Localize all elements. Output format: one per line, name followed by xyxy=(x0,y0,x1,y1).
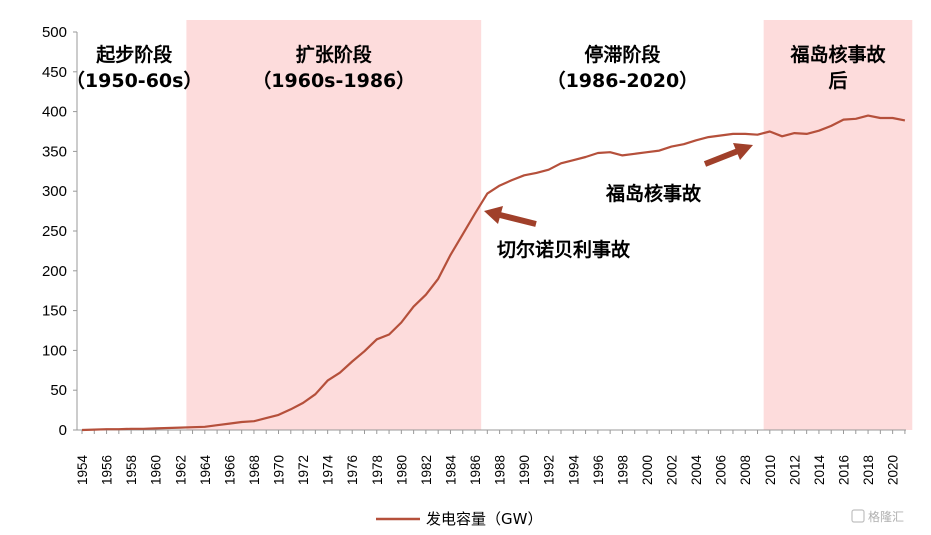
x-tick-label: 1980 xyxy=(394,455,409,485)
x-tick-label: 1954 xyxy=(75,454,90,485)
x-tick-label: 1962 xyxy=(173,455,188,485)
x-tick-label: 1956 xyxy=(100,455,115,485)
y-tick-label: 300 xyxy=(42,183,67,200)
y-axis-ticks: 0 50 100 150 200 250 300 350 400 450 500 xyxy=(42,24,77,439)
phase-shading xyxy=(186,20,913,430)
x-tick-label: 1958 xyxy=(124,455,139,485)
x-tick-label: 2000 xyxy=(640,455,655,485)
legend: 发电容量（GW） xyxy=(376,510,542,528)
x-tick-label: 2018 xyxy=(861,455,876,485)
y-tick-label: 250 xyxy=(42,223,67,240)
annotation-arrow-shaft-0 xyxy=(499,212,537,227)
x-tick-label: 1976 xyxy=(345,455,360,485)
y-tick-label: 200 xyxy=(42,263,67,280)
x-tick-label: 2014 xyxy=(812,454,827,485)
y-tick-label: 100 xyxy=(42,342,67,359)
x-tick-label: 2016 xyxy=(837,455,852,485)
x-tick-label: 1998 xyxy=(615,455,630,485)
x-tick-label: 1972 xyxy=(296,455,311,485)
phase-label-2-line-1: （1986-2020） xyxy=(547,69,699,92)
x-tick-label: 1986 xyxy=(468,455,483,485)
annotation-arrow-head-1 xyxy=(733,143,753,160)
x-tick-label: 2020 xyxy=(886,455,901,485)
y-tick-label: 350 xyxy=(42,143,67,160)
phase-shade-1 xyxy=(186,20,482,430)
y-tick-label: 0 xyxy=(59,422,67,439)
x-tick-label: 2006 xyxy=(714,455,729,485)
x-tick-label: 1964 xyxy=(198,454,213,485)
x-tick-label: 1978 xyxy=(370,455,385,485)
y-tick-label: 500 xyxy=(42,24,67,41)
phase-label-2-line-0: 停滞阶段 xyxy=(584,43,661,66)
x-tick-label: 1984 xyxy=(443,454,458,485)
x-axis-ticks: 1954 1956 1958 1960 1962 1964 1966 1968 1970 1972… xyxy=(75,430,906,485)
series-layer xyxy=(81,114,906,432)
phase-label-0-line-1: （1950-60s） xyxy=(66,69,203,92)
watermark-logo-icon xyxy=(851,509,865,523)
x-tick-label: 1960 xyxy=(149,455,164,485)
phase-label-3-line-1: 后 xyxy=(828,70,847,92)
phase-shade-3 xyxy=(763,20,913,430)
phase-labels: 起步阶段 （1950-60s） 扩张阶段 （1960s-1986） 停滞阶段 （1986-… xyxy=(66,43,887,92)
x-tick-label: 2010 xyxy=(763,455,778,485)
phase-label-1-line-1: （1960s-1986） xyxy=(252,69,415,92)
x-tick-label: 1996 xyxy=(591,455,606,485)
annotation-text-1: 福岛核事故 xyxy=(605,182,702,205)
phase-label-1-line-0: 扩张阶段 xyxy=(296,43,373,66)
x-tick-label: 2004 xyxy=(689,454,704,485)
x-tick-label: 1974 xyxy=(321,454,336,485)
x-tick-label: 1968 xyxy=(247,455,262,485)
phase-label-0-line-0: 起步阶段 xyxy=(95,43,173,66)
x-tick-label: 2012 xyxy=(787,455,802,485)
y-tick-label: 150 xyxy=(42,303,67,320)
legend-label: 发电容量（GW） xyxy=(426,510,542,528)
x-tick-label: 1966 xyxy=(222,455,237,485)
x-tick-label: 1970 xyxy=(272,455,287,485)
y-tick-label: 50 xyxy=(50,382,67,399)
annotation-arrow-head-0 xyxy=(484,206,503,224)
watermark-text: 格隆汇 xyxy=(868,509,904,524)
x-tick-label: 2008 xyxy=(738,455,753,485)
y-tick-label: 450 xyxy=(42,64,67,81)
annotation-text-0: 切尔诺贝利事故 xyxy=(497,238,631,261)
watermark: 格隆汇 xyxy=(851,509,904,524)
series-line-0 xyxy=(81,114,906,432)
x-tick-label: 1994 xyxy=(566,454,581,485)
x-tick-label: 1990 xyxy=(517,455,532,485)
x-tick-label: 1992 xyxy=(542,455,557,485)
y-tick-label: 400 xyxy=(42,104,67,121)
annotations: 切尔诺贝利事故 福岛核事故 xyxy=(484,143,753,261)
phase-label-3-line-0: 福岛核事故 xyxy=(789,43,886,66)
x-tick-label: 1982 xyxy=(419,455,434,485)
x-tick-label: 1988 xyxy=(493,455,508,485)
x-tick-label: 2002 xyxy=(665,455,680,485)
annotation-arrow-shaft-1 xyxy=(703,148,740,167)
